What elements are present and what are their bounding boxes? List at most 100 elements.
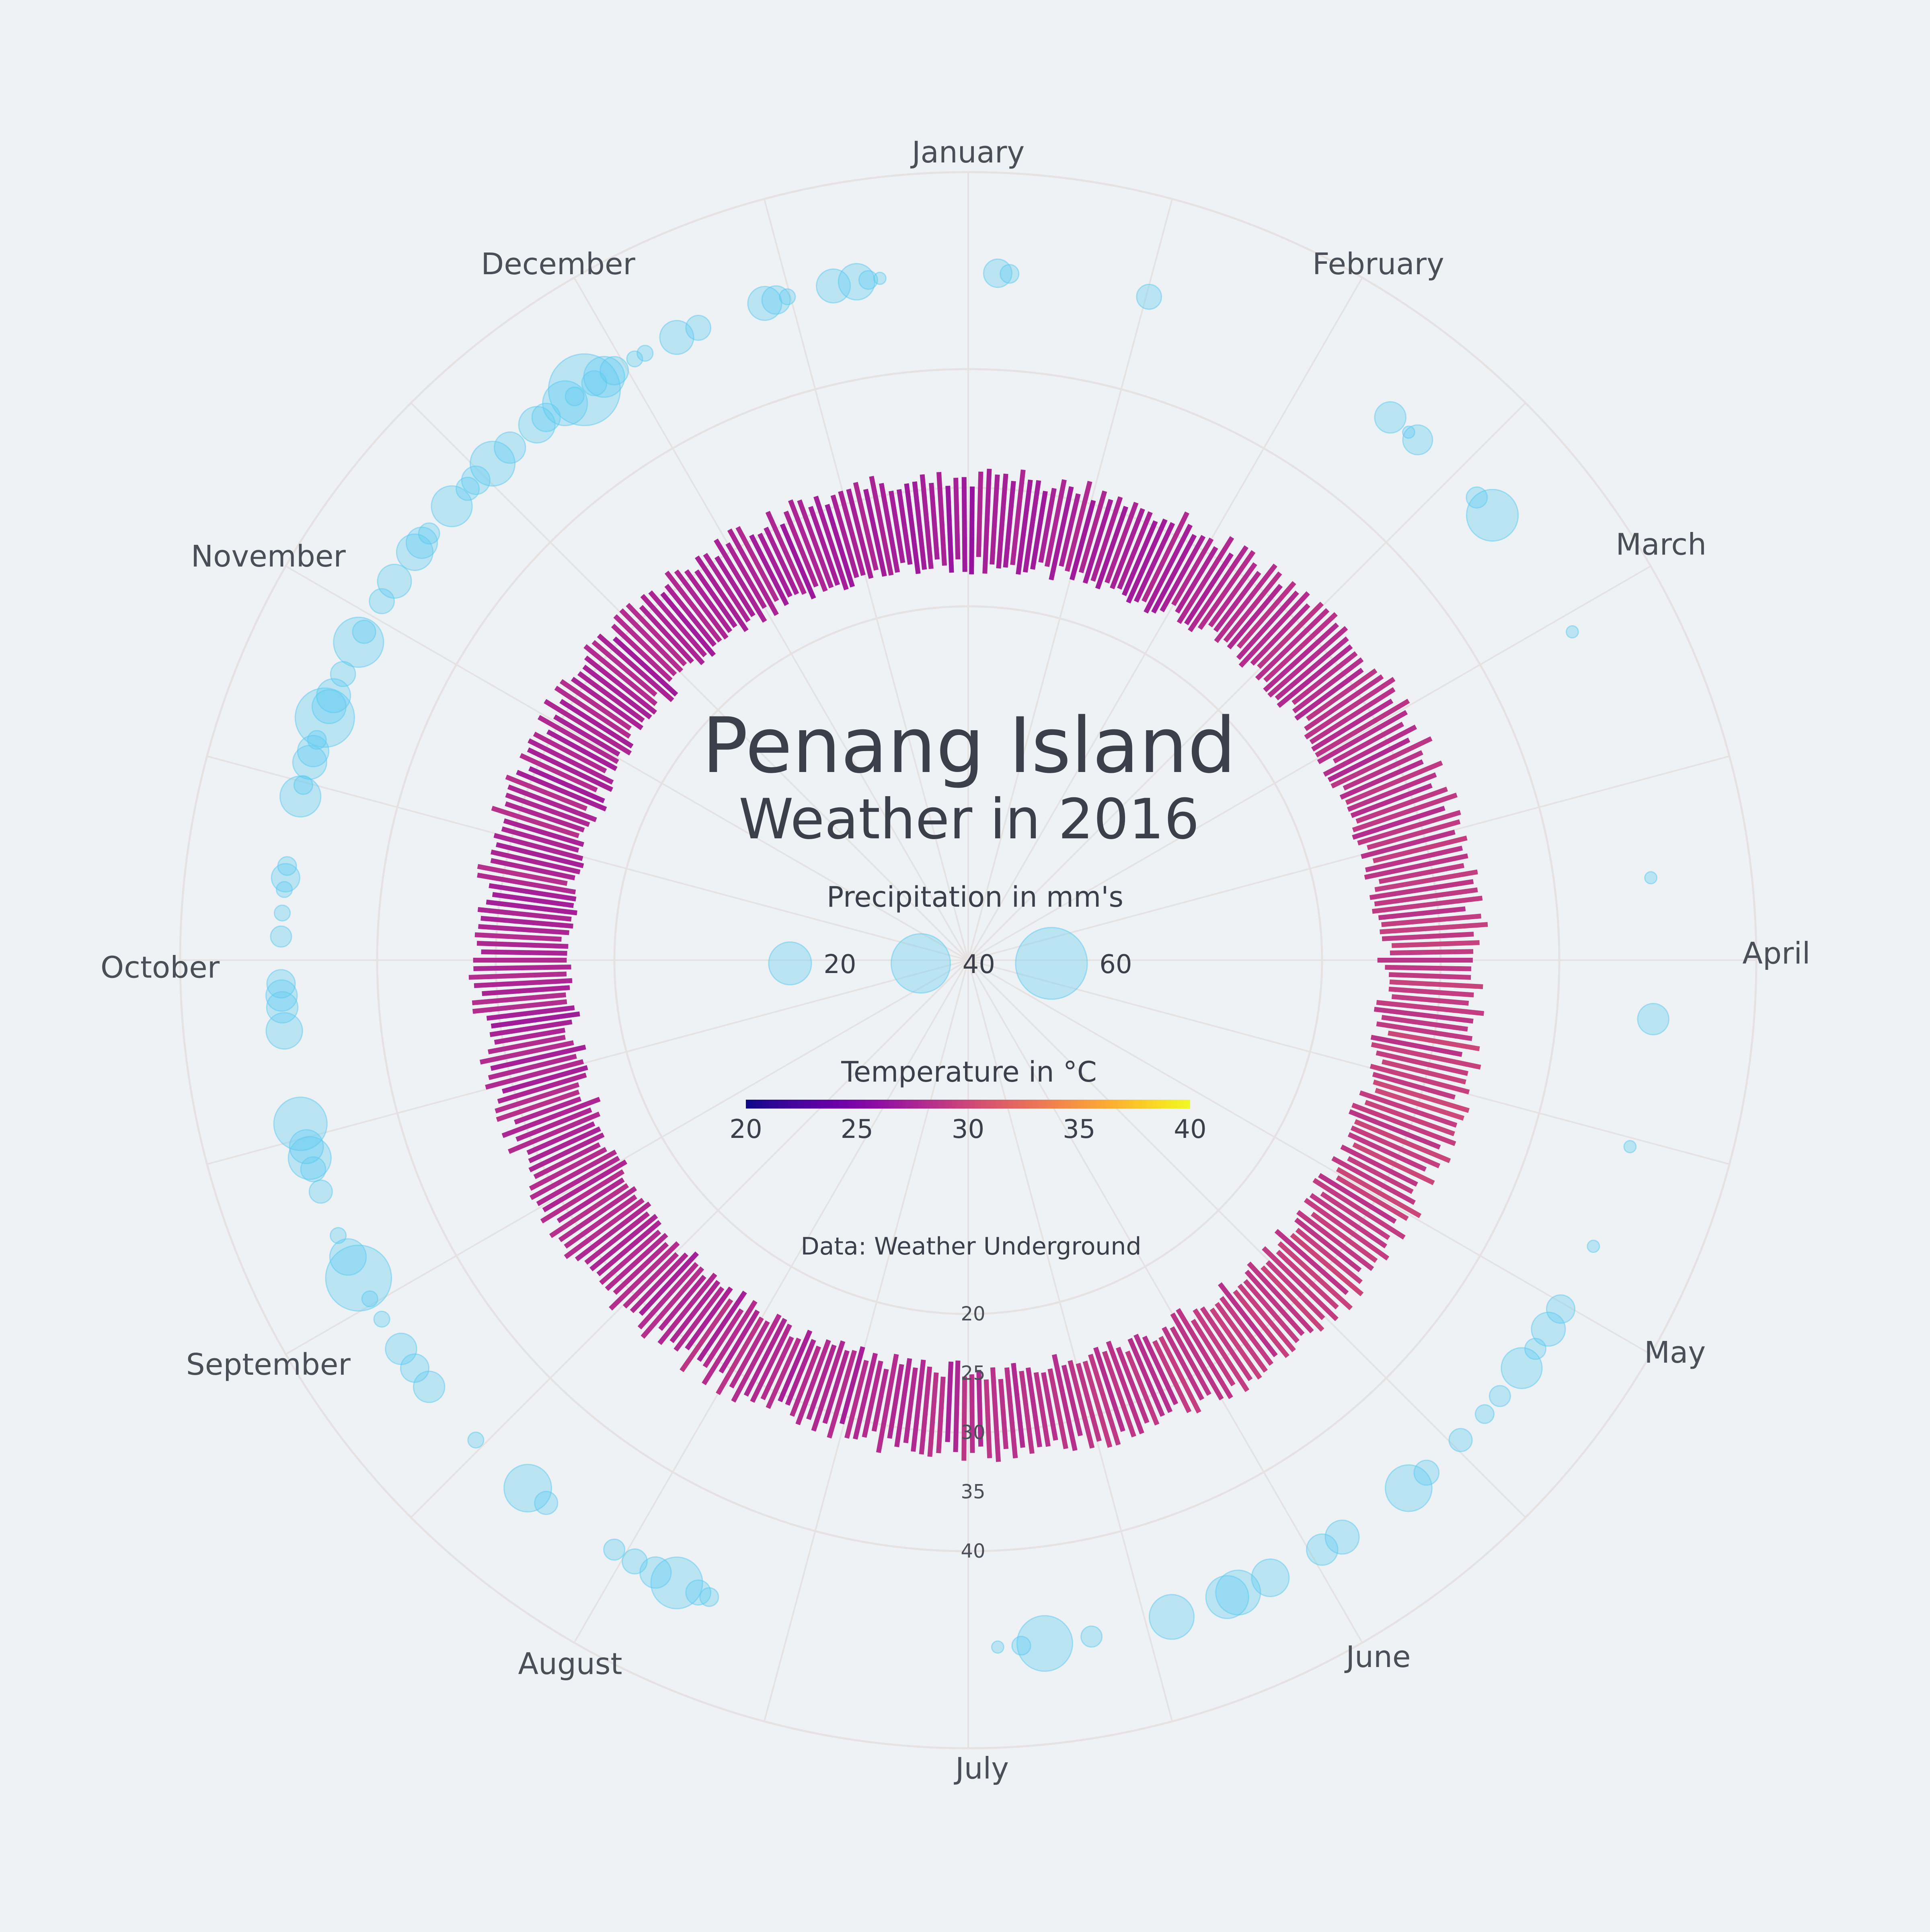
temperature-legend: Temperature in °C 20 25 30 35 40 — [729, 1055, 1206, 1144]
temperature-bar — [827, 1350, 857, 1439]
temperature-bar — [599, 1230, 661, 1285]
temperature-bar — [685, 1286, 733, 1351]
temperature-bar — [660, 591, 716, 657]
temperature-bar — [1345, 760, 1443, 805]
grid-spoke — [285, 959, 969, 1355]
temperature-bar — [1365, 846, 1463, 873]
temperature-bar — [1175, 546, 1218, 614]
temperature-bar — [1277, 644, 1353, 708]
grid-spoke — [763, 960, 969, 1722]
precipitation-bubble — [377, 564, 412, 599]
precipitation-bubble — [1374, 401, 1406, 434]
temperature-bar — [1215, 1302, 1268, 1373]
temperature-bar — [492, 892, 574, 908]
temperature-bar — [515, 1107, 592, 1142]
temperature-bar — [1371, 1042, 1481, 1070]
temperature-bar — [1320, 1191, 1390, 1240]
precipitation-bubble — [565, 386, 585, 407]
precipitation-bubble — [289, 1129, 324, 1164]
temperature-bar — [495, 842, 584, 868]
temperature-bar — [1068, 1360, 1095, 1449]
temperature-bar — [790, 1345, 821, 1417]
temperature-bar — [1351, 1103, 1456, 1146]
temperature-bar — [783, 511, 819, 587]
temperature-bar — [1374, 887, 1478, 907]
temperature-bar — [1236, 581, 1296, 649]
temperature-bar — [1003, 480, 1016, 568]
temperature-bar — [1315, 698, 1410, 758]
temperature-bar — [889, 491, 905, 563]
grid-layer — [179, 171, 1758, 1749]
temperature-bar — [1078, 490, 1107, 573]
precipitation-legend-label: 40 — [963, 950, 995, 979]
temperature-bar — [1188, 545, 1248, 632]
temperature-bar — [529, 1147, 607, 1191]
temperature-bar — [1352, 793, 1458, 833]
temperature-bar — [564, 1198, 645, 1259]
temperature-bar — [1290, 1233, 1364, 1296]
temperature-bar — [490, 858, 575, 881]
precipitation-bubble — [1016, 1615, 1073, 1672]
temperature-bar — [486, 1005, 575, 1021]
temperature-bar — [695, 555, 749, 632]
precipitation-bubble — [1402, 425, 1415, 439]
temperature-bar — [1076, 1363, 1102, 1442]
temperature-bar — [1376, 1000, 1484, 1016]
temperature-bar — [1208, 562, 1257, 628]
temperature-bar — [976, 471, 983, 557]
temperature-bar — [1295, 1228, 1363, 1284]
temperature-bar — [1197, 550, 1256, 630]
temperature-bar — [612, 636, 678, 697]
temperature-bar — [473, 965, 571, 971]
precipitation-bubble — [294, 687, 355, 748]
precipitation-bubble — [1637, 1003, 1670, 1035]
temperature-bar — [1257, 602, 1324, 669]
temperature-bar — [920, 474, 934, 569]
precipitation-bubble — [1205, 1575, 1249, 1619]
temperature-bar — [806, 1344, 837, 1420]
temperature-bar — [559, 679, 632, 731]
temperature-bar — [1370, 1035, 1463, 1057]
temperature-bar — [825, 504, 855, 588]
temperature-bar — [719, 1309, 760, 1374]
precipitation-bubble — [1587, 1240, 1600, 1253]
temperature-bar — [757, 532, 793, 597]
temperature-bar — [528, 766, 605, 803]
temperature-bar — [1184, 552, 1234, 626]
temperature-bar — [1330, 736, 1433, 788]
temperature-bar — [582, 665, 652, 720]
month-label: September — [186, 1347, 351, 1382]
temperature-bar — [609, 1241, 680, 1311]
precipitation-bubble — [1466, 489, 1519, 542]
temperature-bar — [537, 715, 619, 764]
temperature-bar — [1296, 1210, 1374, 1271]
temperature-bar — [584, 1211, 650, 1265]
precipitation-bubble — [1000, 264, 1020, 284]
temperature-bar — [577, 671, 645, 723]
temperature-bar — [1237, 1283, 1296, 1353]
temperature-bar — [1378, 906, 1466, 920]
temperature-bar — [996, 473, 1008, 569]
temperature-bar — [766, 1337, 801, 1409]
colorbar-tick-label: 35 — [1063, 1115, 1095, 1144]
precipitation-bubble — [603, 1538, 626, 1561]
temperature-bar — [879, 483, 900, 573]
precipitation-bubble — [293, 775, 314, 795]
precipitation-bubble — [685, 1579, 712, 1606]
temperature-bar — [983, 1379, 992, 1458]
temperature-bar — [1376, 1050, 1468, 1076]
temperature-bar — [743, 1318, 787, 1397]
colorbar-gradient — [746, 1100, 1190, 1109]
temperature-bar — [491, 1011, 580, 1029]
precipitation-bubble — [400, 1353, 430, 1383]
temperature-bar — [1359, 1090, 1458, 1128]
temperature-bar — [1152, 1340, 1192, 1413]
temperature-bar — [526, 1121, 595, 1155]
temperature-bars — [468, 468, 1488, 1462]
month-label: December — [481, 247, 635, 281]
temperature-bar — [1176, 536, 1234, 624]
temperature-bar — [605, 1233, 668, 1291]
temperature-bar — [764, 526, 799, 595]
temperature-bar — [969, 487, 975, 575]
temperature-bar — [702, 1300, 758, 1386]
